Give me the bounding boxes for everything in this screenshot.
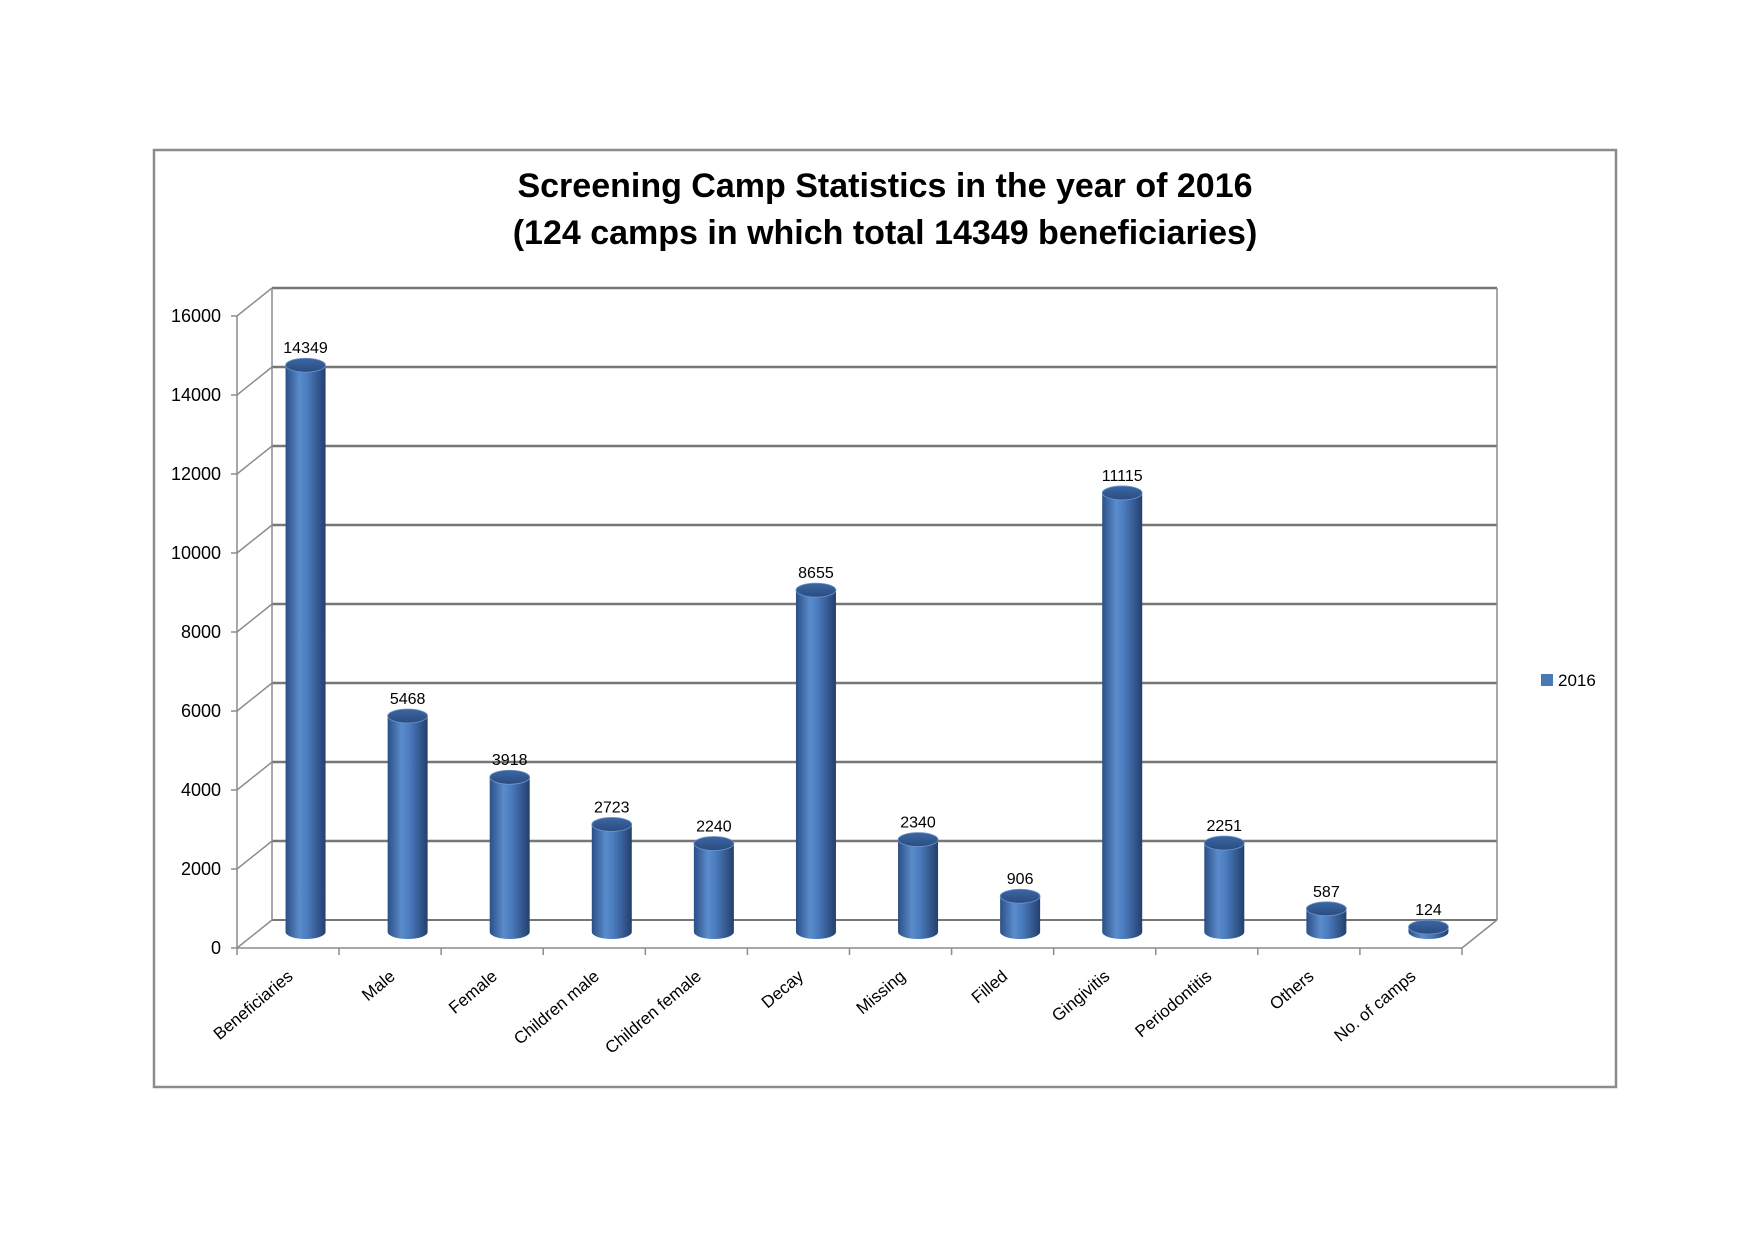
- data-label: 8655: [798, 565, 834, 582]
- y-axis-ticks: 0 2000 4000 6000 8000 10000 12000 14000 16000: [171, 306, 237, 958]
- y-tick-label: 10000: [171, 543, 221, 563]
- data-labels: 14349 5468 3918 2723 2240 8655 2340 906 11115 225…: [283, 340, 1442, 919]
- gridlines: [236, 286, 1497, 949]
- floor-edge: [1461, 919, 1498, 949]
- y-tick-label: 4000: [181, 780, 221, 800]
- bar-top: [693, 836, 735, 851]
- bar-body: [1000, 896, 1041, 940]
- bar-body: [693, 843, 734, 940]
- data-label: 2723: [594, 799, 630, 816]
- chart-frame: [152, 148, 1618, 1089]
- gridline-side: [236, 445, 273, 475]
- bar: [1408, 919, 1449, 940]
- legend-swatch-2016: [1541, 674, 1553, 686]
- bar-top: [1203, 835, 1245, 851]
- data-label: 587: [1313, 884, 1340, 901]
- gridline-side: [236, 919, 273, 949]
- y-tick-label: 12000: [171, 464, 221, 484]
- bar-body: [795, 590, 836, 940]
- bar-body: [1204, 843, 1245, 940]
- bar-top: [795, 582, 837, 598]
- data-label: 2251: [1206, 818, 1242, 835]
- gridline-side: [236, 761, 273, 791]
- y-tick-label: 0: [211, 938, 221, 958]
- bar-body: [285, 365, 326, 939]
- gridline-side: [236, 682, 273, 712]
- bar-top: [1408, 919, 1449, 935]
- bar-top: [1101, 485, 1143, 501]
- bar: [1305, 901, 1347, 940]
- bar: [1101, 485, 1143, 940]
- bar-body: [898, 839, 939, 940]
- gridline-side: [236, 603, 273, 633]
- gridline-side: [236, 366, 273, 396]
- y-tick-label: 16000: [171, 306, 221, 326]
- bar-top: [285, 357, 326, 373]
- bar: [1203, 835, 1245, 940]
- data-label: 124: [1415, 902, 1442, 919]
- bar: [591, 817, 633, 940]
- data-label: 5468: [390, 691, 426, 708]
- bar-top: [387, 708, 429, 724]
- gridline-side: [236, 287, 273, 317]
- bar: [999, 888, 1041, 940]
- data-label: 2240: [696, 819, 732, 836]
- bar-body: [591, 824, 632, 940]
- bar-body: [387, 716, 428, 940]
- data-label: 3918: [492, 752, 528, 769]
- data-label: 2340: [900, 815, 936, 832]
- bar-top: [489, 769, 531, 785]
- y-tick-label: 14000: [171, 385, 221, 405]
- data-label: 11115: [1102, 468, 1143, 485]
- bar-top: [999, 888, 1041, 904]
- data-label: 14349: [283, 340, 328, 357]
- data-label: 906: [1007, 871, 1034, 888]
- legend: 2016: [1541, 671, 1596, 690]
- chart-title-line2: (124 camps in which total 14349 benefici…: [513, 214, 1258, 252]
- bar-top: [897, 832, 939, 847]
- y-tick-label: 8000: [181, 622, 221, 642]
- bar: [795, 582, 837, 940]
- bar-top: [591, 817, 633, 832]
- bar-top: [1305, 901, 1347, 917]
- bar-body: [1306, 908, 1347, 940]
- gridline-side: [236, 524, 273, 554]
- bar: [897, 832, 939, 940]
- bars: [285, 357, 1449, 940]
- gridline-side: [236, 840, 273, 870]
- bar: [489, 769, 531, 939]
- legend-label-2016: 2016: [1558, 671, 1596, 690]
- bar: [693, 836, 735, 940]
- y-tick-label: 6000: [181, 701, 221, 721]
- bar: [285, 357, 326, 939]
- bar: [387, 708, 429, 940]
- y-tick-label: 2000: [181, 859, 221, 879]
- bar-body: [489, 777, 530, 939]
- bar-body: [1102, 492, 1143, 940]
- chart-title-line1: Screening Camp Statistics in the year of…: [517, 167, 1252, 205]
